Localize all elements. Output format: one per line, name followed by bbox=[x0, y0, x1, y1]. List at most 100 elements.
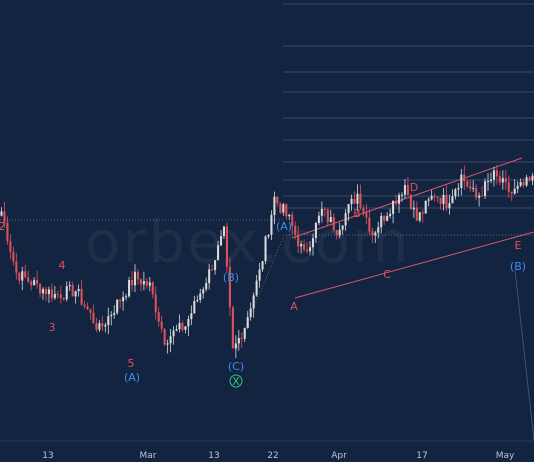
candle-body bbox=[389, 213, 392, 216]
candle-body bbox=[107, 316, 110, 325]
candle-body bbox=[101, 323, 104, 327]
candle-body bbox=[18, 272, 21, 281]
candle-body bbox=[142, 281, 145, 285]
candle-body bbox=[427, 199, 430, 201]
candle-body bbox=[261, 261, 264, 270]
candle-body bbox=[12, 251, 15, 262]
candle-body bbox=[113, 312, 116, 315]
x-tick-label: 13 bbox=[208, 451, 219, 461]
candle-body bbox=[326, 209, 329, 223]
candle-body bbox=[258, 269, 261, 281]
candle-body bbox=[184, 326, 187, 330]
candle-body bbox=[193, 301, 196, 314]
candle-body bbox=[148, 282, 151, 286]
candle-body bbox=[317, 215, 320, 223]
candle-body bbox=[430, 196, 433, 200]
candle-body bbox=[267, 234, 270, 237]
candle-body bbox=[377, 227, 380, 233]
candle-body bbox=[504, 178, 507, 183]
candle-body bbox=[205, 283, 208, 290]
candle-body bbox=[460, 174, 463, 188]
candle-body bbox=[341, 225, 344, 230]
candle-body bbox=[418, 212, 421, 221]
candle-body bbox=[403, 185, 406, 195]
candle-body bbox=[3, 211, 6, 223]
candle-body bbox=[110, 314, 113, 317]
candle-body bbox=[151, 282, 154, 295]
candle-body bbox=[469, 186, 472, 189]
candle-body bbox=[466, 181, 469, 187]
candle-body bbox=[169, 336, 172, 344]
candle-body bbox=[478, 195, 481, 198]
candle-body bbox=[163, 328, 166, 345]
candle-body bbox=[139, 279, 142, 285]
wave-label: (C) bbox=[228, 360, 244, 373]
candle-body bbox=[33, 280, 36, 286]
candle-body bbox=[116, 299, 119, 313]
candle-body bbox=[507, 182, 510, 192]
channel-lower-line bbox=[294, 231, 534, 299]
candle-body bbox=[74, 291, 77, 297]
candle-body bbox=[65, 286, 68, 300]
candle-body bbox=[21, 271, 24, 281]
candle-body bbox=[421, 212, 424, 214]
x-tick-label: 17 bbox=[416, 451, 427, 461]
candle-body bbox=[264, 236, 267, 262]
candle-body bbox=[300, 244, 303, 247]
candle-body bbox=[311, 238, 315, 248]
candle-body bbox=[243, 328, 246, 339]
candle-body bbox=[160, 321, 163, 329]
candle-body bbox=[172, 330, 175, 337]
candle-body bbox=[486, 181, 490, 183]
candle-body bbox=[68, 285, 71, 287]
candle-body bbox=[41, 288, 45, 294]
projection-line bbox=[514, 269, 534, 441]
candle-body bbox=[445, 194, 448, 209]
candle-body bbox=[30, 281, 33, 286]
candle-body bbox=[457, 187, 460, 190]
wave-label: 2 bbox=[0, 220, 6, 233]
candle-body bbox=[519, 182, 522, 186]
wave-label: 3 bbox=[49, 321, 56, 334]
candle-body bbox=[222, 226, 226, 237]
candle-body bbox=[211, 269, 214, 271]
candle-body bbox=[36, 280, 39, 284]
wave-label: (B) bbox=[223, 271, 239, 284]
candle-body bbox=[279, 203, 282, 213]
candle-body bbox=[359, 193, 362, 208]
candle-body bbox=[214, 260, 217, 271]
candle-body bbox=[380, 215, 383, 228]
candle-body bbox=[276, 196, 279, 204]
candle-body bbox=[246, 317, 249, 329]
candle-body bbox=[24, 271, 27, 278]
wave-label: E bbox=[515, 239, 522, 252]
candle-body bbox=[294, 225, 297, 235]
candle-body bbox=[217, 245, 220, 261]
candle-body bbox=[71, 285, 74, 297]
candle-body bbox=[481, 195, 484, 197]
x-tick-label: 13 bbox=[42, 451, 53, 461]
candle-body bbox=[219, 236, 223, 246]
candle-body bbox=[122, 296, 125, 302]
candle-body bbox=[365, 212, 368, 218]
candle-body bbox=[154, 294, 157, 313]
candle-body bbox=[415, 207, 418, 221]
candle-body bbox=[53, 293, 56, 299]
x-tick-label: May bbox=[496, 451, 515, 461]
candle-body bbox=[234, 343, 237, 349]
dotted-wave-line bbox=[235, 237, 284, 351]
candle-body bbox=[386, 215, 389, 221]
candle-body bbox=[332, 217, 335, 230]
candle-body bbox=[297, 234, 300, 247]
watermark-text: orbex.com bbox=[85, 208, 410, 276]
candle-body bbox=[27, 277, 30, 282]
candle-body bbox=[374, 232, 377, 236]
wave-label-circle bbox=[229, 374, 243, 388]
candle-body bbox=[270, 214, 273, 235]
candle-body bbox=[128, 279, 131, 297]
candle-body bbox=[196, 299, 199, 302]
candle-body bbox=[356, 193, 359, 204]
candle-body bbox=[39, 283, 42, 294]
candle-body bbox=[285, 204, 288, 217]
